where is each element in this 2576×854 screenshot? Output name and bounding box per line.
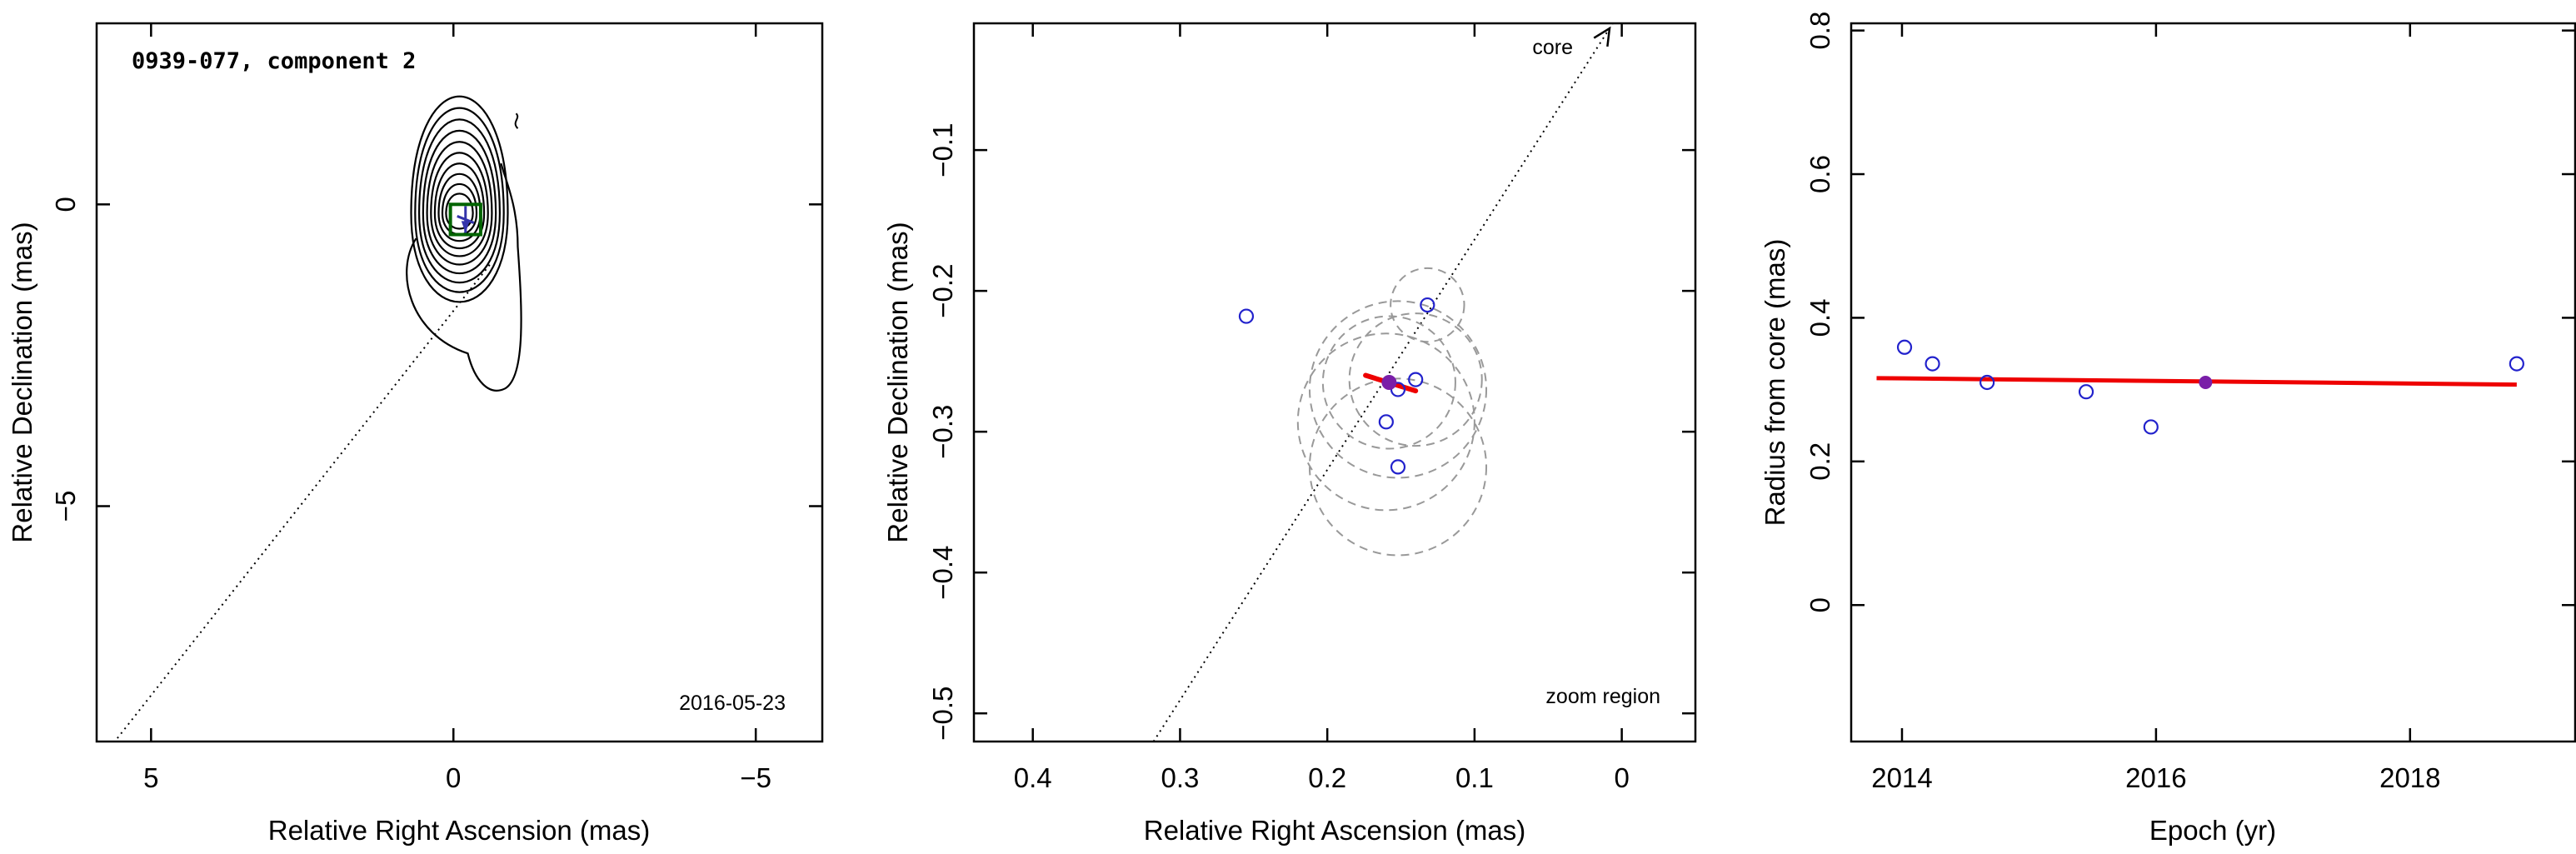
x-tick-label: 0 (1614, 762, 1629, 793)
zoom-region-annotation: zoom region (1545, 685, 1660, 708)
y-tick-label: 0.2 (1805, 442, 1835, 481)
error-circle (1321, 315, 1456, 450)
contour-line (422, 130, 497, 274)
y-tick-label: 0.8 (1805, 12, 1835, 50)
fit-line (1876, 376, 2517, 387)
contour-line (433, 162, 486, 250)
contour-line (430, 152, 489, 257)
radius-epoch-panel: 2014 2016 2018 0 0.2 0.4 0.6 0.8 Epoch (yr) Rad… (1760, 12, 2576, 846)
y-tick-label: −0.5 (927, 687, 958, 741)
y-tick-label: −5 (50, 491, 81, 522)
x-tick-label: −5 (740, 762, 771, 793)
tick-labels: 2014 2016 2018 0 0.2 0.4 0.6 0.8 (1805, 12, 2441, 793)
x-tick-label: 0 (446, 762, 461, 793)
data-point (2078, 384, 2094, 400)
x-tick-label: 0.4 (1014, 762, 1052, 793)
data-point (1896, 339, 1913, 355)
data-point (1238, 308, 1255, 324)
y-tick-label: 0 (1805, 597, 1835, 612)
data-point (1925, 356, 1940, 372)
x-tick-label: 0.3 (1161, 762, 1199, 793)
contour-map-panel: 5 0 −5 0 −5 0939-077, component 2 2016-05-23… (7, 22, 824, 846)
data-point (1979, 374, 1995, 391)
y-tick-label: 0 (50, 197, 81, 212)
core-annotation: core (1532, 36, 1573, 59)
x-tick-label: 5 (143, 762, 158, 793)
highlight-point (1381, 375, 1397, 390)
data-point (1408, 372, 1424, 387)
x-tick-label: 2014 (1871, 762, 1932, 793)
data-point (1390, 459, 1406, 475)
contour-line (426, 141, 493, 266)
error-circle (1308, 300, 1488, 479)
plot-frame (972, 22, 1697, 743)
contour-lines (406, 95, 522, 392)
x-axis-label: Relative Right Ascension (mas) (1144, 815, 1526, 846)
plot-frame (1850, 22, 2576, 743)
axis-ticks (974, 23, 1695, 742)
y-axis-label: Radius from core (mas) (1760, 239, 1790, 527)
y-tick-label: −0.1 (927, 123, 958, 177)
x-axis-label: Relative Right Ascension (mas) (268, 815, 651, 846)
tick-labels: 5 0 −5 0 −5 (50, 197, 771, 793)
contour-line (406, 162, 522, 392)
x-tick-label: 2018 (2379, 762, 2440, 793)
plot-frame (95, 22, 824, 743)
y-axis-label: Relative Declination (mas) (882, 222, 913, 542)
y-tick-label: 0.4 (1805, 298, 1835, 337)
axis-ticks (1851, 23, 2575, 742)
data-point (2143, 419, 2159, 435)
error-circle (1308, 377, 1488, 557)
tick-labels: 0.4 0.3 0.2 0.1 0 −0.1 −0.2 −0.3 −0.4 −0.5 (927, 123, 1630, 793)
component-marker (457, 206, 475, 233)
zoom-region-panel: 0.4 0.3 0.2 0.1 0 −0.1 −0.2 −0.3 −0.4 −0.5 core z… (882, 22, 1697, 846)
contour-line (410, 95, 509, 303)
contour-line (514, 112, 519, 129)
data-point (1420, 297, 1435, 313)
error-circle (1390, 267, 1465, 343)
y-axis-label: Relative Declination (mas) (7, 222, 37, 542)
data-points (1896, 339, 2524, 435)
y-tick-label: 0.6 (1805, 155, 1835, 193)
contour-line (445, 192, 474, 230)
data-point (1378, 414, 1394, 430)
contour-line (441, 182, 478, 236)
error-circle (1296, 332, 1475, 512)
highlight-point (2199, 376, 2213, 389)
error-circle (1348, 312, 1483, 447)
component-box (448, 202, 482, 237)
date-annotation: 2016-05-23 (679, 692, 786, 715)
data-point (2509, 356, 2524, 372)
x-tick-label: 0.1 (1455, 762, 1494, 793)
plot-title: 0939-077, component 2 (132, 48, 416, 74)
contour-line (418, 118, 501, 284)
y-tick-label: −0.4 (927, 546, 958, 600)
error-circles (1296, 267, 1488, 557)
contour-line (414, 107, 505, 293)
y-tick-label: −0.3 (927, 405, 958, 459)
direction-line (1152, 23, 1615, 742)
x-tick-label: 0.2 (1308, 762, 1346, 793)
direction-line (113, 264, 491, 742)
x-tick-label: 2016 (2125, 762, 2186, 793)
y-tick-label: −0.2 (927, 264, 958, 318)
x-axis-label: Epoch (yr) (2149, 815, 2276, 846)
arrow-head (1593, 26, 1611, 47)
axis-ticks (97, 23, 822, 742)
